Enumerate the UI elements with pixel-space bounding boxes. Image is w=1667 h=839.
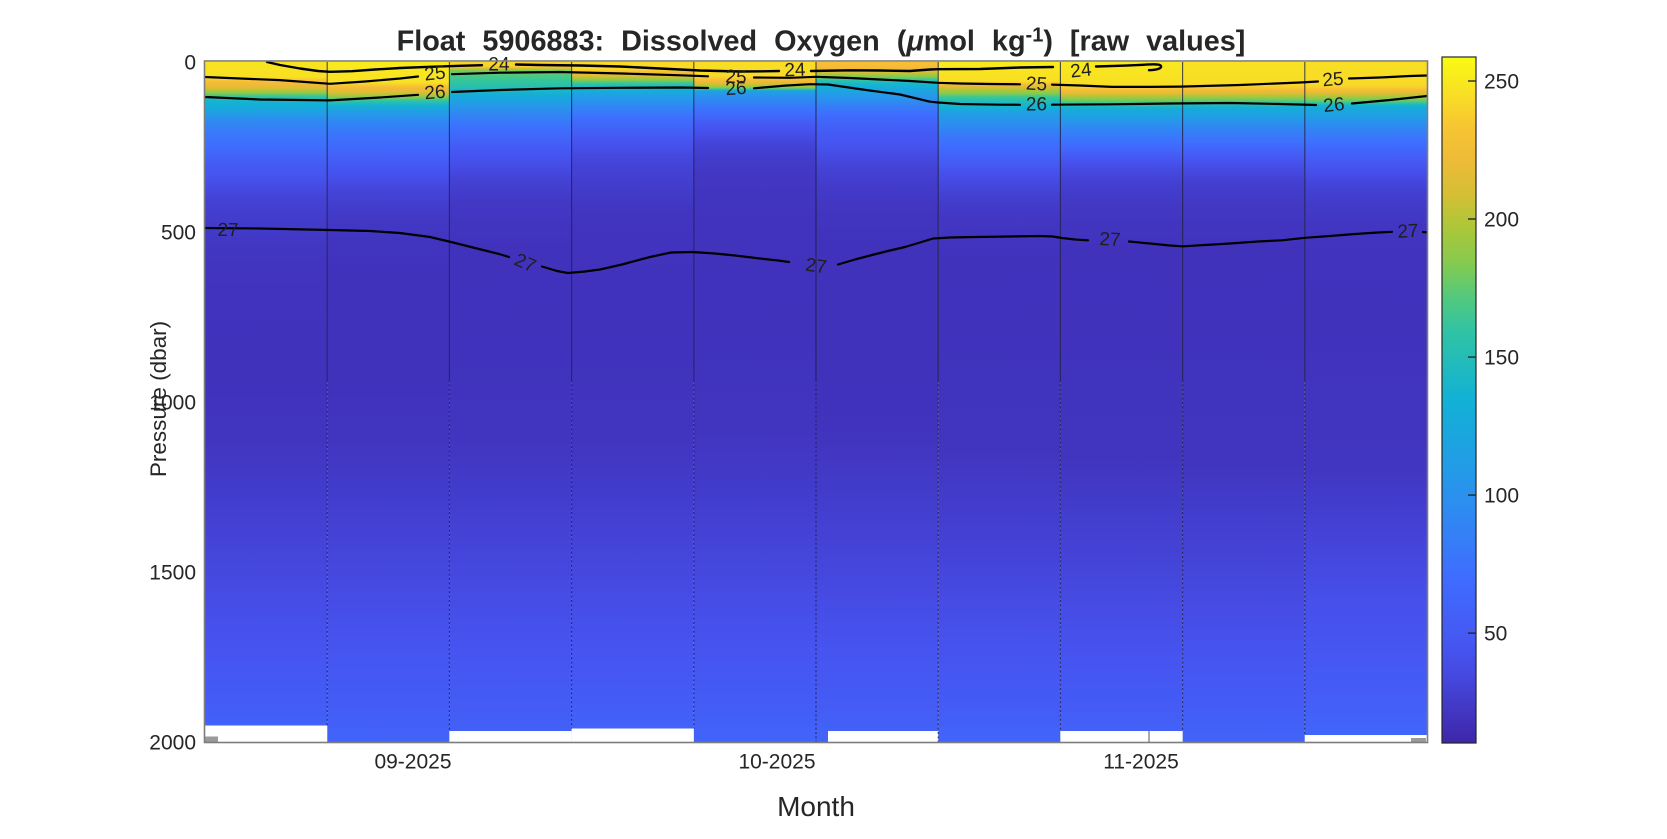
svg-text:25: 25 — [1025, 73, 1047, 95]
svg-text:0: 0 — [184, 52, 196, 75]
svg-text:Pressure (dbar): Pressure (dbar) — [146, 321, 171, 477]
svg-text:26: 26 — [424, 82, 447, 105]
svg-text:25: 25 — [1322, 69, 1345, 92]
svg-text:25: 25 — [423, 62, 446, 85]
svg-text:50: 50 — [1484, 623, 1507, 646]
svg-text:24: 24 — [784, 60, 806, 82]
svg-text:25: 25 — [725, 66, 747, 88]
svg-text:100: 100 — [1484, 485, 1519, 508]
svg-text:26: 26 — [1026, 95, 1047, 116]
svg-text:11-2025: 11-2025 — [1103, 751, 1179, 774]
svg-text:2000: 2000 — [149, 732, 196, 755]
svg-text:09-2025: 09-2025 — [374, 751, 451, 774]
svg-text:1000: 1000 — [149, 392, 196, 415]
svg-text:27: 27 — [217, 220, 239, 241]
svg-text:24: 24 — [1069, 59, 1093, 82]
svg-text:Month: Month — [777, 791, 855, 822]
svg-text:250: 250 — [1484, 71, 1519, 94]
svg-text:150: 150 — [1484, 347, 1519, 370]
svg-text:27: 27 — [804, 255, 828, 279]
svg-text:24: 24 — [488, 55, 510, 76]
svg-text:10-2025: 10-2025 — [738, 751, 815, 774]
svg-text:26: 26 — [1322, 94, 1345, 117]
svg-text:27: 27 — [1099, 229, 1121, 251]
svg-text:26: 26 — [725, 78, 748, 100]
svg-text:500: 500 — [161, 222, 196, 245]
svg-text:27: 27 — [1397, 221, 1419, 243]
svg-text:200: 200 — [1484, 209, 1519, 232]
svg-text:1500: 1500 — [149, 562, 196, 585]
svg-text:Float 5906883: Dissolved Oxyge: Float 5906883: Dissolved Oxygen (μmol kg… — [397, 25, 1246, 58]
